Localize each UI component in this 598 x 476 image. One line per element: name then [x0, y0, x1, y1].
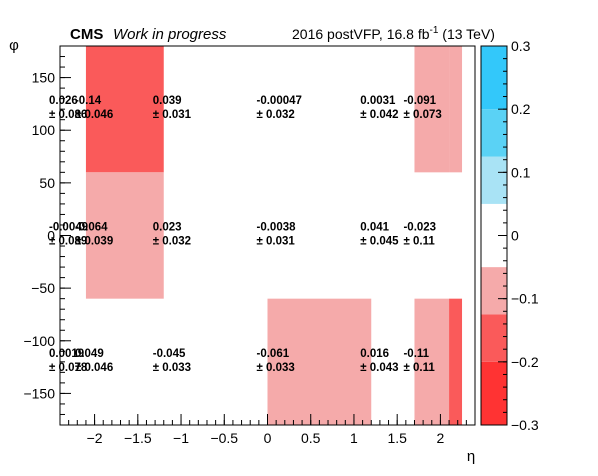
palette-tick-label: 0.2 — [511, 101, 531, 117]
palette-tick-label: 0.3 — [511, 38, 531, 54]
x-tick-label: 0.5 — [301, 430, 321, 446]
cell-value-label: -0.0049 — [49, 222, 88, 234]
y-tick-label: 50 — [39, 175, 55, 191]
heatmap-cell — [414, 46, 450, 173]
cell-labels: 0.026 ± 0.086 -0.14 ± 0.046 0.039 ± 0.031 -0.0… — [49, 95, 442, 374]
heatmap-edge-cell — [449, 298, 463, 425]
x-tick-label: −2 — [87, 430, 103, 446]
cell-error-label: ± 0.046 — [75, 109, 113, 121]
cell-value-label: 0.023 — [153, 222, 182, 234]
x-tick-label: −0.5 — [210, 430, 238, 446]
cell-error-label: ± 0.11 — [403, 362, 435, 374]
y-tick-label: −150 — [23, 385, 55, 401]
cell-value-label: 0.016 — [360, 348, 389, 360]
cell-error-label: ± 0.031 — [153, 109, 192, 121]
palette-band — [481, 267, 507, 315]
palette-tick-label: −0.2 — [511, 354, 539, 370]
palette-band — [481, 314, 507, 362]
luminosity-label: 2016 postVFP, 16.8 fb-1 (13 TeV) — [292, 25, 495, 42]
cell-value-label: 0.039 — [153, 95, 182, 107]
y-tick-label: 150 — [32, 70, 56, 86]
palette-band — [481, 109, 507, 157]
palette-tick-label: −0.3 — [511, 417, 539, 433]
cell-error-label: ± 0.042 — [360, 109, 398, 121]
palette-tick-label: 0 — [511, 228, 519, 244]
heatmap-cells — [85, 46, 463, 425]
cell-error-label: ± 0.078 — [49, 362, 88, 374]
cell-value-label: 0.049 — [75, 348, 104, 360]
palette-tick-label: −0.1 — [511, 291, 539, 307]
x-axis-title: η — [467, 448, 475, 465]
y-tick-label: 100 — [32, 122, 56, 138]
luminosity-suffix: (13 TeV) — [438, 26, 495, 42]
x-tick-label: 1 — [350, 430, 358, 446]
cell-error-label: ± 0.045 — [360, 236, 399, 248]
x-tick-label: −1.5 — [124, 430, 152, 446]
cell-value-label: -0.00047 — [257, 95, 302, 107]
cell-value-label: -0.091 — [403, 95, 436, 107]
x-tick-label: −1 — [173, 430, 189, 446]
cell-value-label: -0.061 — [257, 348, 290, 360]
heatmap-cell — [414, 298, 450, 425]
cell-value-label: 0.0019 — [49, 348, 84, 360]
work-in-progress-label: Work in progress — [113, 26, 227, 43]
color-scale: −0.3 −0.2 −0.1 0 0.1 0.2 0.3 — [480, 38, 539, 433]
palette-band — [481, 156, 507, 204]
cell-error-label: ± 0.039 — [75, 236, 113, 248]
cell-error-label: ± 0.033 — [153, 362, 191, 374]
cell-error-label: ± 0.033 — [257, 362, 295, 374]
cell-value-label: -0.045 — [153, 348, 186, 360]
cell-error-label: ± 0.043 — [360, 362, 398, 374]
cell-error-label: ± 0.073 — [403, 109, 441, 121]
cell-error-label: ± 0.032 — [257, 109, 295, 121]
cell-error-label: ± 0.046 — [75, 362, 113, 374]
cell-error-label: ± 0.11 — [403, 236, 435, 248]
cell-error-label: ± 0.031 — [257, 236, 296, 248]
palette-band — [481, 46, 507, 110]
luminosity-prefix: 2016 postVFP, 16.8 fb — [292, 26, 430, 42]
cell-error-label: ± 0.032 — [153, 236, 191, 248]
axes: −2 −1.5 −1 −0.5 0 0.5 1 1.5 2 −150 −100 −50 0 50 100 15… — [23, 45, 476, 446]
cell-value-label: -0.11 — [403, 348, 429, 360]
y-axis-title: φ — [9, 37, 19, 54]
cell-error-label: ± 0.086 — [49, 109, 87, 121]
cell-error-label: ± 0.089 — [49, 236, 87, 248]
heatmap-cell — [267, 298, 372, 425]
cell-value-label: -0.0038 — [257, 222, 297, 234]
cell-value-label: 0.0031 — [360, 95, 396, 107]
cms-label: CMS — [70, 26, 103, 43]
cell-value-label: 0.041 — [360, 222, 389, 234]
heatmap-edge-cell — [449, 46, 463, 173]
palette-tick-label: 0.1 — [511, 164, 531, 180]
x-tick-label: 2 — [437, 430, 445, 446]
cell-value-label: 0.026 — [49, 95, 78, 107]
cell-value-label: -0.064 — [75, 222, 108, 234]
y-tick-label: −100 — [23, 333, 55, 349]
heatmap-cell — [85, 46, 164, 173]
x-tick-label: 0 — [264, 430, 272, 446]
x-tick-label: 1.5 — [387, 430, 407, 446]
palette-band — [481, 361, 507, 425]
heatmap-cell — [85, 172, 164, 299]
cell-value-label: -0.14 — [75, 95, 102, 107]
cell-value-label: -0.023 — [403, 222, 436, 234]
y-tick-label: −50 — [31, 280, 55, 296]
luminosity-exponent: -1 — [430, 25, 439, 36]
y-tick-label: 0 — [47, 228, 55, 244]
